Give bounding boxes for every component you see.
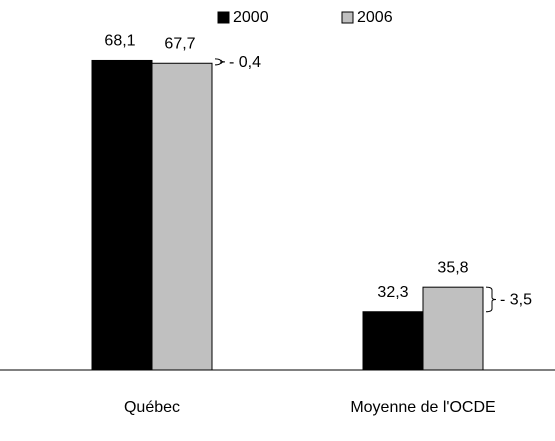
bar: [362, 311, 424, 371]
bar: [151, 62, 213, 371]
annotation: - 3,5: [500, 292, 532, 309]
bar: [91, 59, 153, 371]
value-label: 32,3: [377, 284, 408, 301]
value-label: 68,1: [104, 33, 135, 50]
legend-swatch: [217, 11, 230, 24]
annotation: - 0,4: [229, 54, 261, 71]
legend-label: 2006: [357, 9, 393, 26]
difference-brace: [214, 58, 226, 66]
legend-swatch: [341, 11, 354, 24]
value-label: 35,8: [437, 259, 468, 276]
bar: [422, 286, 484, 371]
x-tick-label: Moyenne de l'OCDE: [350, 399, 495, 416]
x-tick-label: Québec: [124, 399, 180, 416]
value-label: 67,7: [164, 35, 195, 52]
difference-brace: [485, 286, 497, 313]
legend-label: 2000: [233, 9, 269, 26]
